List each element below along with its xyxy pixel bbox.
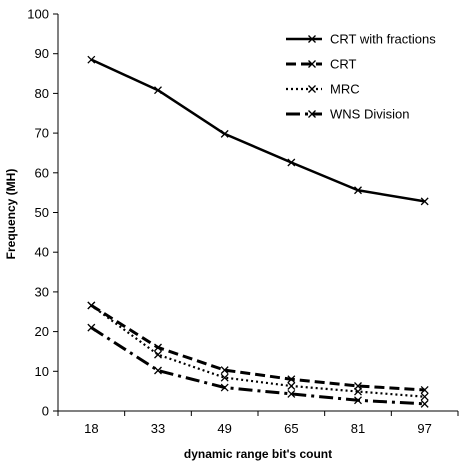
legend-label: CRT with fractions [330, 32, 436, 47]
tick-labels: 0 10 20 30 40 50 60 70 80 90 100 18 33 49 65 81 97 [27, 7, 432, 437]
series-line [90, 304, 425, 392]
series-wns-division [87, 323, 429, 408]
y-tick-label: 90 [35, 46, 49, 61]
y-tick-label: 50 [35, 205, 49, 220]
legend-marker [308, 60, 316, 68]
chart-legend: CRT with fractions CRT MRC WNS Division [286, 32, 436, 122]
data-point [420, 385, 429, 394]
x-tick-label: 18 [84, 421, 98, 436]
x-tick-label: 65 [284, 421, 298, 436]
data-point [87, 301, 96, 310]
data-point [154, 366, 162, 375]
data-point [354, 396, 362, 405]
data-point [154, 343, 162, 352]
series-mrc [87, 301, 429, 401]
data-point [354, 186, 362, 195]
y-tick-label: 10 [35, 364, 49, 379]
series-crt-with-fractions [87, 55, 429, 206]
y-tick-label: 100 [27, 7, 49, 22]
series-line [90, 326, 425, 406]
data-point [420, 197, 429, 206]
data-point [420, 399, 429, 408]
data-point [354, 387, 362, 396]
legend-label: WNS Division [330, 107, 409, 122]
y-tick-label: 30 [35, 284, 49, 299]
legend-item: WNS Division [286, 107, 409, 122]
series-crt [87, 301, 429, 394]
y-tick-label: 40 [35, 245, 49, 260]
data-point [87, 323, 96, 332]
legend-item: CRT [286, 57, 357, 72]
legend-label: CRT [330, 57, 357, 72]
y-tick-label: 0 [42, 404, 49, 419]
y-axis-title: Frequency (MH) [4, 169, 18, 260]
legend-item: CRT with fractions [286, 32, 436, 47]
x-tick-label: 49 [217, 421, 231, 436]
legend-item: MRC [286, 82, 360, 97]
legend-marker [308, 35, 316, 43]
chart-series [87, 55, 429, 408]
y-tick-label: 70 [35, 126, 49, 141]
legend-label: MRC [330, 82, 360, 97]
y-tick-label: 80 [35, 86, 49, 101]
data-point [420, 392, 429, 401]
x-axis-title: dynamic range bit's count [184, 447, 332, 461]
legend-marker [308, 110, 316, 118]
data-point [287, 158, 296, 167]
x-tick-label: 97 [417, 421, 431, 436]
data-point [220, 373, 229, 382]
series-line [90, 58, 425, 203]
data-point [287, 389, 296, 398]
legend-marker [308, 85, 316, 93]
data-point [287, 382, 296, 390]
data-point [154, 350, 162, 359]
data-point [287, 375, 296, 384]
series-line [90, 304, 425, 398]
y-tick-label: 20 [35, 324, 49, 339]
y-tick-label: 60 [35, 165, 49, 180]
x-tick-label: 33 [151, 421, 165, 436]
data-point [220, 366, 229, 375]
chart-axes [53, 13, 459, 416]
data-point [220, 129, 229, 138]
x-tick-label: 81 [351, 421, 365, 436]
data-point [87, 55, 96, 64]
data-point [220, 383, 229, 392]
data-point [154, 86, 162, 95]
